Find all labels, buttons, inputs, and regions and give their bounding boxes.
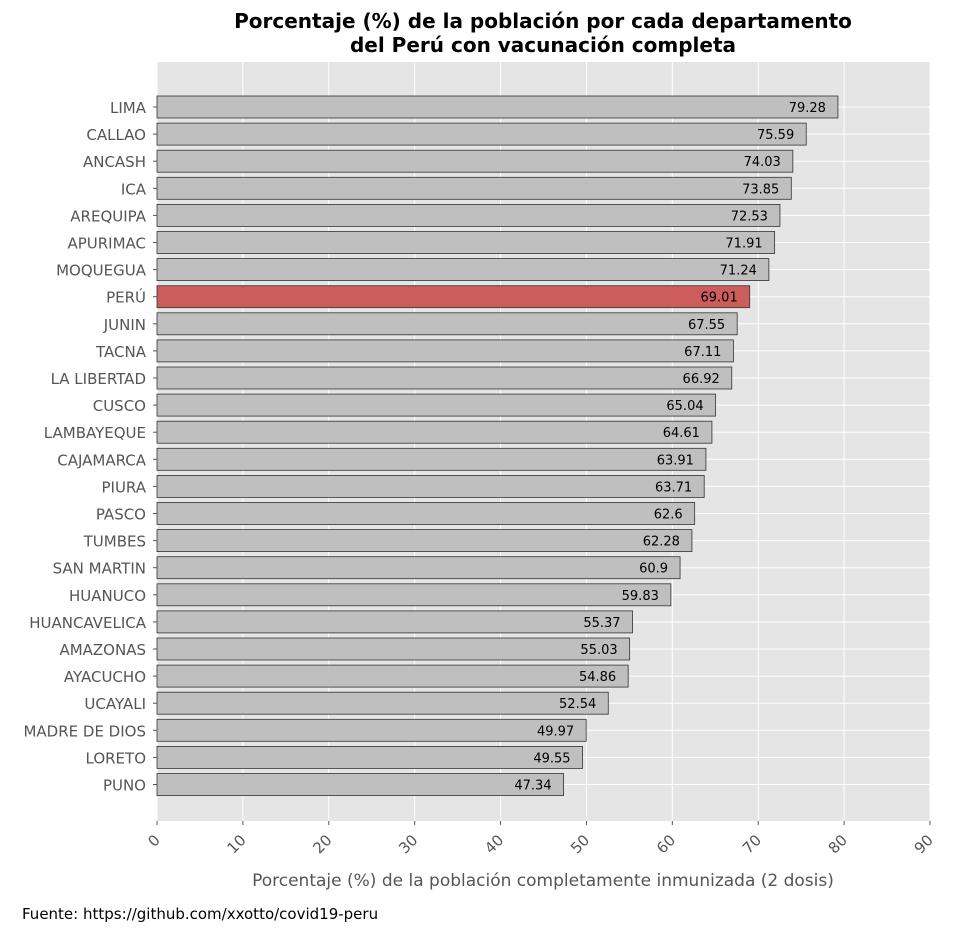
data-label: 72.53 (731, 209, 768, 224)
bar (156, 502, 696, 525)
data-label: 66.92 (683, 372, 720, 387)
y-tick-label: PUNO (103, 777, 146, 795)
x-tick-label: 10 (223, 831, 249, 857)
x-tick-label: 90 (911, 831, 937, 857)
y-tick-label: ANCASH (83, 153, 146, 171)
data-label: 62.28 (643, 535, 680, 550)
y-tick-label: APURIMAC (67, 235, 146, 253)
data-label: 47.34 (514, 779, 551, 794)
bar (156, 231, 776, 254)
data-label: 71.91 (725, 237, 762, 252)
bar (156, 718, 587, 742)
bar (156, 746, 583, 769)
bar (156, 556, 681, 580)
y-tick-label: LAMBAYEQUE (44, 424, 146, 442)
data-label: 49.97 (537, 724, 574, 739)
x-tick-label: 60 (653, 831, 679, 857)
bar (156, 339, 734, 363)
data-label: 59.83 (622, 589, 659, 604)
bar (156, 176, 792, 200)
data-label: 60.9 (639, 562, 668, 577)
bar-highlight (156, 285, 751, 309)
bar (156, 258, 770, 282)
y-tick-label: SAN MARTIN (53, 560, 146, 578)
x-tick-label: 0 (144, 831, 163, 850)
y-tick-label: AMAZONAS (59, 641, 146, 659)
y-tick-label: AYACUCHO (64, 668, 146, 686)
data-label: 65.04 (666, 399, 703, 414)
y-tick-label: MOQUEGUA (56, 262, 147, 280)
y-tick-label: HUANCAVELICA (29, 614, 147, 632)
bar (156, 610, 633, 634)
y-tick-label: HUANUCO (69, 587, 146, 605)
bar (156, 393, 717, 417)
data-label: 69.01 (701, 291, 738, 306)
y-tick-label: CALLAO (86, 126, 146, 144)
bar (156, 664, 629, 688)
y-tick-label: UCAYALI (84, 695, 146, 713)
x-tick-label: 80 (825, 831, 851, 857)
bar (156, 637, 631, 661)
data-label: 67.11 (684, 345, 721, 360)
bar (156, 312, 738, 336)
data-label: 63.71 (655, 480, 692, 495)
data-label: 55.37 (583, 616, 620, 631)
y-tick-label: LORETO (86, 749, 147, 767)
y-tick-label: PASCO (96, 506, 146, 524)
data-label: 62.6 (654, 508, 683, 523)
data-label: 52.54 (559, 697, 596, 712)
bar (156, 474, 705, 498)
y-tick-label: CUSCO (93, 397, 146, 415)
bar (156, 773, 564, 796)
x-tick-label: 30 (395, 831, 421, 857)
bar (156, 203, 781, 227)
data-label: 73.85 (742, 182, 779, 197)
x-tick-label: 40 (481, 831, 507, 857)
y-tick-label: ICA (121, 180, 147, 198)
bar (156, 149, 794, 173)
data-label: 55.03 (580, 643, 617, 658)
chart-title-line: del Perú con vacunación completa (350, 33, 736, 57)
data-label: 75.59 (757, 128, 794, 143)
bar (156, 583, 672, 607)
x-tick-label: 70 (739, 831, 765, 857)
chart-title: Porcentaje (%) de la población por cada … (234, 9, 852, 57)
y-tick-label: CAJAMARCA (57, 451, 147, 469)
bar (156, 447, 707, 471)
bar (156, 420, 713, 444)
data-label: 79.28 (789, 101, 826, 116)
data-label: 49.55 (533, 751, 570, 766)
x-tick-label: 50 (567, 831, 593, 857)
bar (156, 691, 609, 715)
y-tick-label: LA LIBERTAD (51, 370, 146, 388)
data-label: 74.03 (744, 155, 781, 170)
data-label: 64.61 (663, 426, 700, 441)
bar (156, 366, 733, 390)
y-tick-label: TACNA (95, 343, 147, 361)
data-label: 71.24 (720, 264, 757, 279)
bar (156, 122, 807, 146)
y-tick-label: AREQUIPA (70, 207, 146, 225)
x-axis-label: Porcentaje (%) de la población completam… (252, 871, 834, 891)
source-note: Fuente: https://github.com/xxotto/covid1… (22, 905, 379, 923)
y-tick-label: MADRE DE DIOS (23, 722, 146, 740)
data-label: 67.55 (688, 318, 725, 333)
y-tick-label: TUMBES (83, 533, 146, 551)
bar (156, 95, 839, 119)
x-tick-label: 20 (309, 831, 335, 857)
chart-title-line: Porcentaje (%) de la población por cada … (234, 9, 852, 33)
y-tick-label: PERÚ (106, 288, 146, 307)
y-tick-label: LIMA (110, 99, 147, 117)
y-tick-label: JUNIN (103, 316, 146, 334)
y-tick-label: PIURA (101, 478, 146, 496)
bar (156, 529, 693, 552)
data-label: 63.91 (657, 453, 694, 468)
data-label: 54.86 (579, 670, 616, 685)
